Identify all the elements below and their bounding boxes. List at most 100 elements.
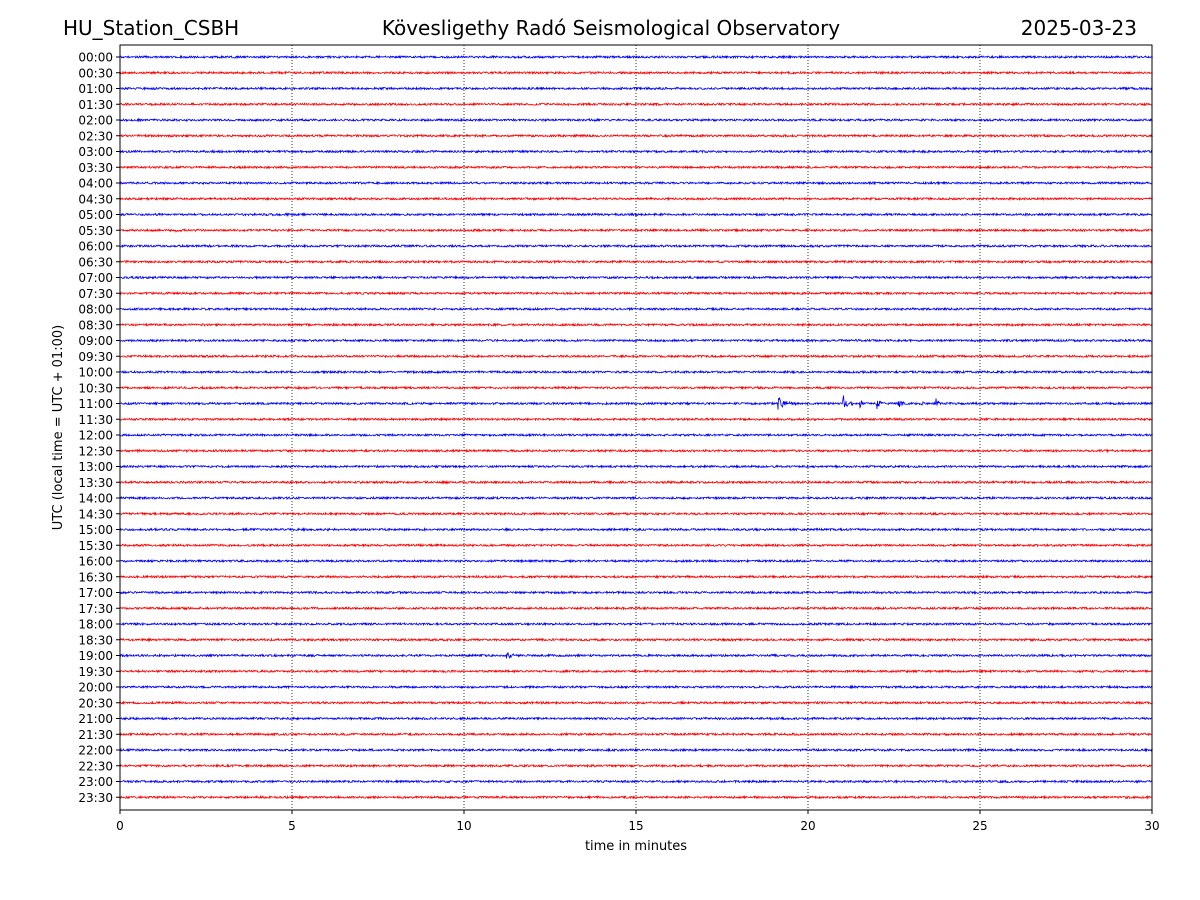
trace-line <box>119 338 1153 343</box>
trace-line <box>119 54 1153 60</box>
trace-line <box>119 117 1153 123</box>
y-tick-label: 10:00 <box>78 366 113 380</box>
y-tick-label: 07:00 <box>78 271 113 285</box>
trace-line <box>119 227 1153 233</box>
trace-line <box>119 652 1153 659</box>
trace-line <box>119 395 1153 410</box>
y-tick-label: 05:30 <box>78 224 113 238</box>
y-tick-label: 03:00 <box>78 145 113 159</box>
y-tick-label: 02:00 <box>78 114 113 128</box>
trace-line <box>119 432 1153 438</box>
trace-line <box>119 275 1153 280</box>
y-tick-label: 21:00 <box>78 712 113 726</box>
trace-line <box>119 385 1153 391</box>
y-tick-label: 06:30 <box>78 255 113 269</box>
trace-line <box>119 243 1153 249</box>
y-tick-label: 12:30 <box>78 444 113 458</box>
y-tick-label: 12:00 <box>78 429 113 443</box>
y-tick-label: 00:30 <box>78 66 113 80</box>
y-tick-label: 14:00 <box>78 492 113 506</box>
y-tick-label: 22:00 <box>78 744 113 758</box>
y-tick-label: 17:00 <box>78 586 113 600</box>
x-tick-label: 25 <box>972 819 987 833</box>
station-label: HU_Station_CSBH <box>63 16 240 40</box>
y-tick-label: 19:00 <box>78 649 113 663</box>
y-tick-label: 09:30 <box>78 350 113 364</box>
y-tick-label: 15:00 <box>78 523 113 537</box>
x-tick-label: 15 <box>628 819 643 833</box>
trace-line <box>119 590 1153 596</box>
trace-line <box>119 369 1153 375</box>
trace-line <box>119 133 1153 139</box>
trace-line <box>119 668 1153 674</box>
x-tick-label: 0 <box>116 819 124 833</box>
y-tick-label: 11:30 <box>78 413 113 427</box>
y-tick-label: 11:00 <box>78 397 113 411</box>
chart-title: Kövesligethy Radó Seismological Observat… <box>381 16 841 40</box>
y-tick-label: 02:30 <box>78 129 113 143</box>
trace-line <box>119 558 1153 564</box>
x-tick-label: 20 <box>800 819 815 833</box>
x-tick-label: 30 <box>1144 819 1159 833</box>
y-tick-label: 13:30 <box>78 476 113 490</box>
trace-line <box>119 731 1153 737</box>
trace-line <box>119 684 1153 690</box>
trace-line <box>119 479 1153 485</box>
y-axis-label: UTC (local time = UTC + 01:00) <box>51 325 66 530</box>
y-tick-label: 17:30 <box>78 602 113 616</box>
y-tick-label: 16:30 <box>78 570 113 584</box>
trace-line <box>119 495 1153 501</box>
y-tick-label: 19:30 <box>78 665 113 679</box>
y-tick-label: 20:30 <box>78 696 113 710</box>
trace-line <box>119 778 1153 784</box>
trace-line <box>119 526 1153 532</box>
trace-line <box>119 716 1153 721</box>
trace-line <box>119 637 1153 643</box>
trace-line <box>119 621 1153 627</box>
y-tick-label: 23:30 <box>78 791 113 805</box>
y-tick-label: 18:30 <box>78 633 113 647</box>
trace-line <box>119 763 1153 769</box>
y-tick-label: 22:30 <box>78 759 113 773</box>
trace-line <box>119 85 1153 92</box>
trace-line <box>119 464 1153 469</box>
y-tick-label: 07:30 <box>78 287 113 301</box>
y-tick-label: 13:00 <box>78 460 113 474</box>
trace-line <box>119 416 1153 422</box>
trace-line <box>119 322 1153 328</box>
trace-line <box>119 211 1153 217</box>
y-tick-label: 01:00 <box>78 82 113 96</box>
trace-line <box>119 196 1153 202</box>
y-tick-label: 05:00 <box>78 208 113 222</box>
x-axis-label: time in minutes <box>585 839 687 854</box>
y-tick-label: 14:30 <box>78 507 113 521</box>
trace-line <box>119 306 1153 312</box>
trace-line <box>119 542 1153 548</box>
date-label: 2025-03-23 <box>1020 16 1137 40</box>
trace-line <box>119 574 1153 580</box>
trace-line <box>119 180 1153 186</box>
y-tick-label: 08:00 <box>78 303 113 317</box>
y-tick-label: 20:00 <box>78 681 113 695</box>
y-tick-label: 00:00 <box>78 51 113 65</box>
trace-line <box>119 700 1153 706</box>
trace-line <box>119 353 1153 359</box>
trace-line <box>119 794 1153 801</box>
trace-line <box>119 605 1153 611</box>
x-tick-label: 10 <box>456 819 471 833</box>
y-tick-label: 10:30 <box>78 381 113 395</box>
trace-line <box>119 290 1153 296</box>
y-tick-label: 23:00 <box>78 775 113 789</box>
trace-line <box>119 101 1153 107</box>
y-tick-label: 01:30 <box>78 98 113 112</box>
trace-line <box>119 259 1153 265</box>
y-tick-label: 03:30 <box>78 161 113 175</box>
y-tick-label: 15:30 <box>78 539 113 553</box>
x-tick-label: 5 <box>288 819 296 833</box>
trace-line <box>119 164 1153 170</box>
trace-line <box>119 448 1153 454</box>
trace-line <box>119 511 1153 517</box>
y-tick-label: 04:00 <box>78 177 113 191</box>
trace-line <box>119 747 1153 753</box>
